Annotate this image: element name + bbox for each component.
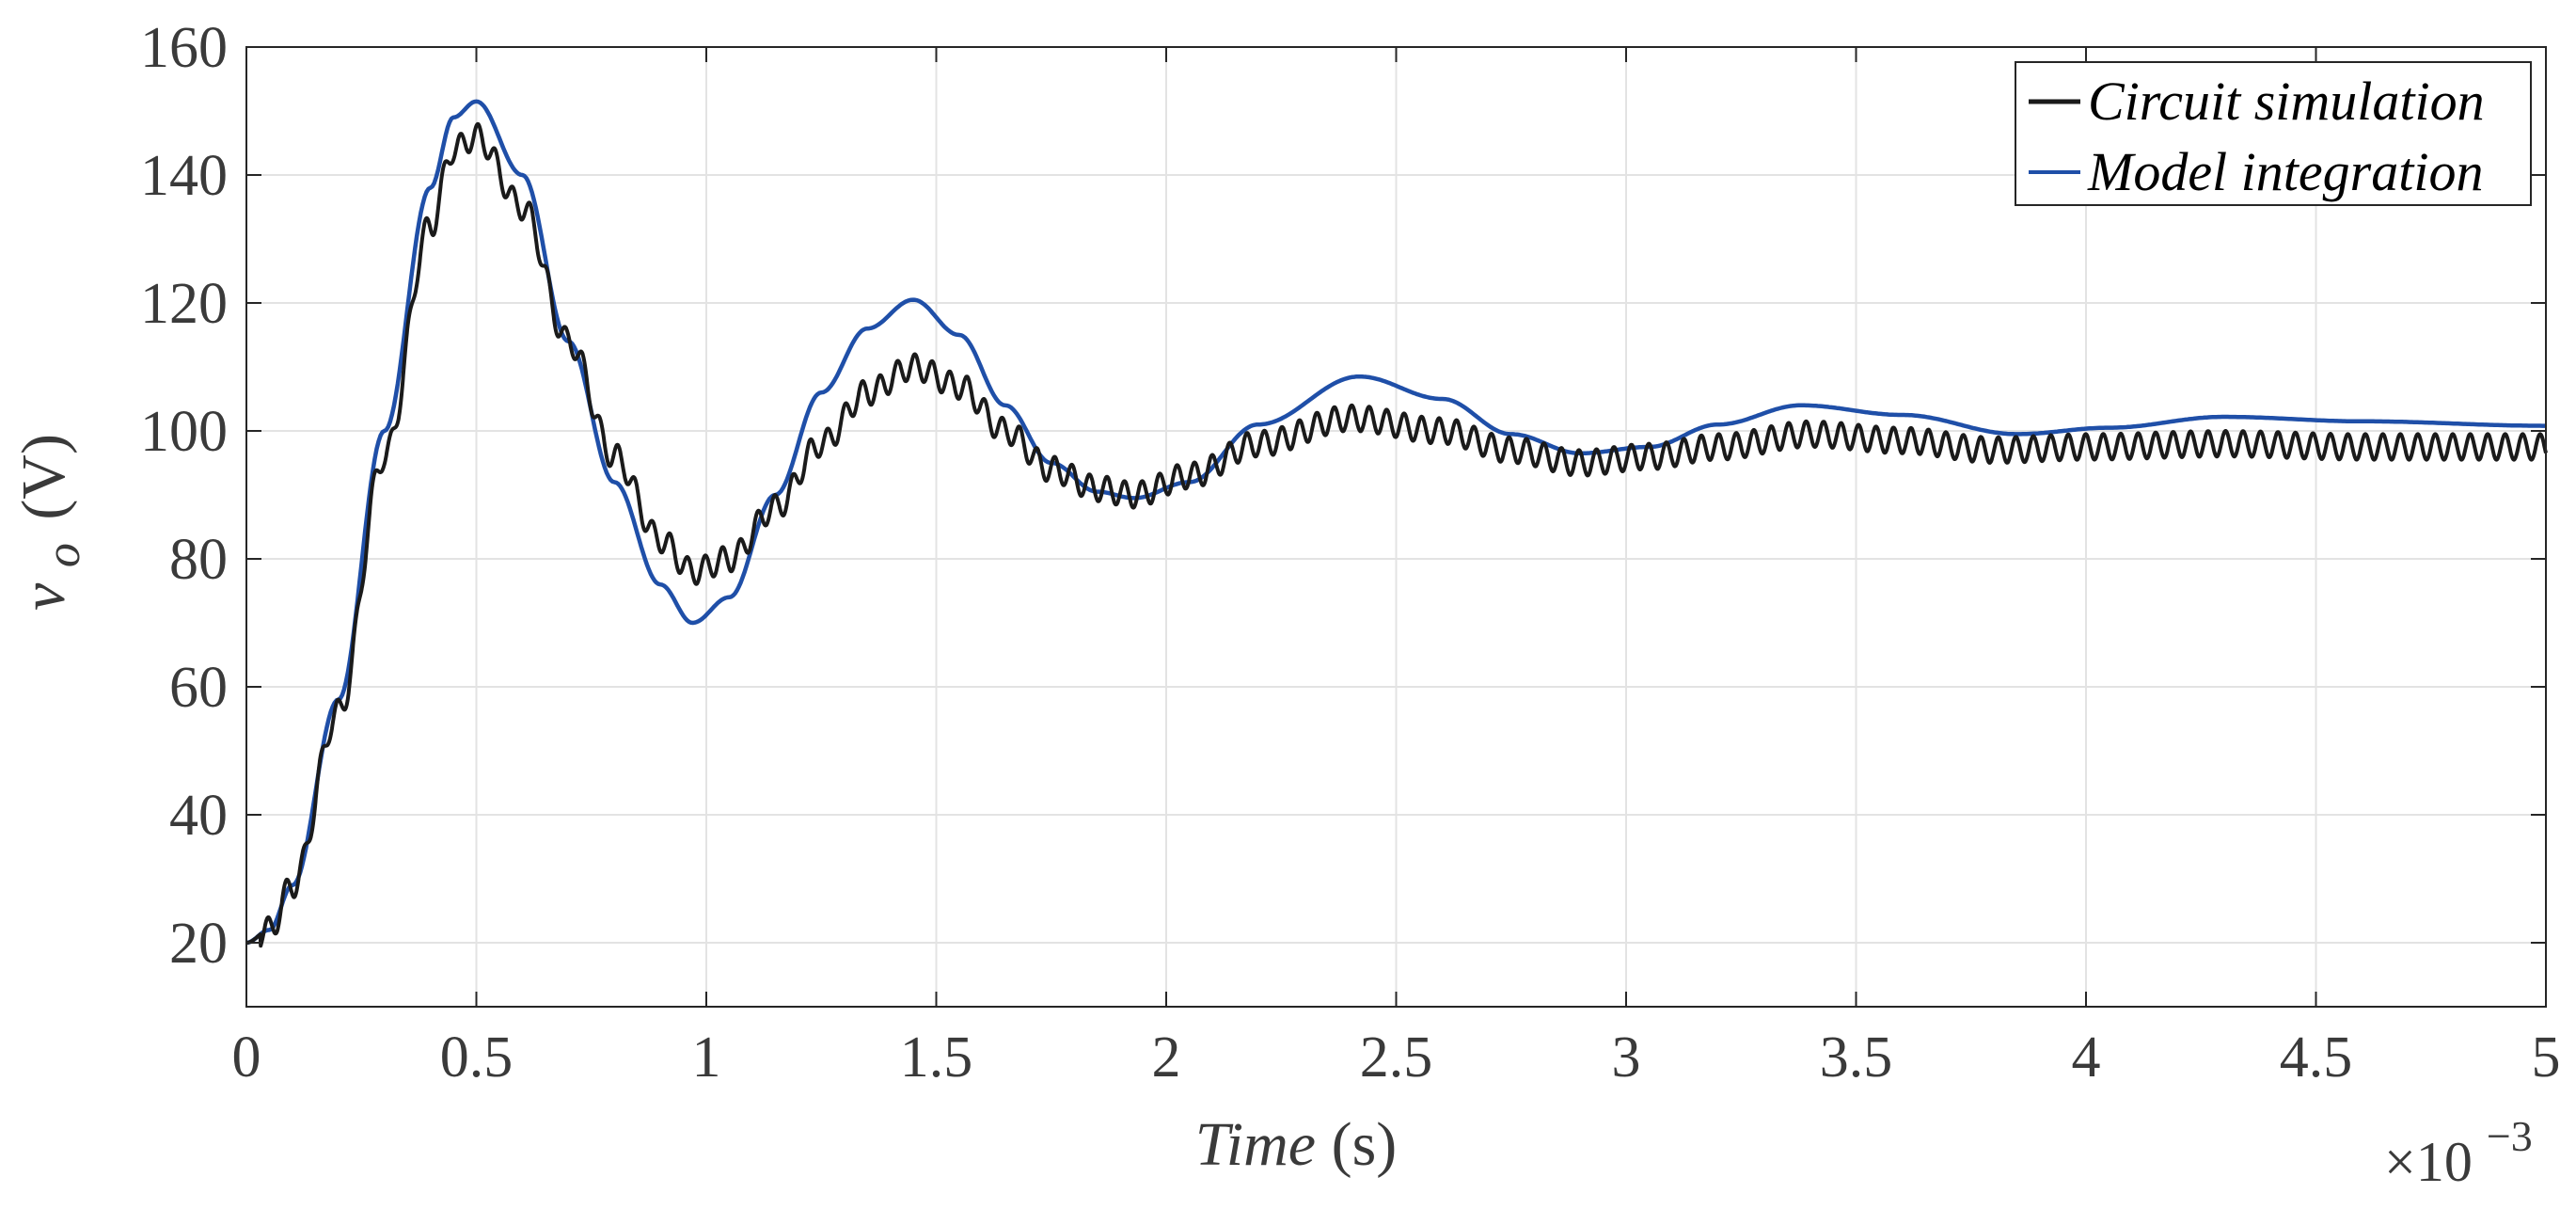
x-axis-multiplier-exponent: −3 (2487, 1112, 2533, 1160)
x-axis-label: Time (s) (1195, 1110, 1398, 1179)
x-axis-label-unit: (s) (1332, 1110, 1398, 1179)
y-axis-label: v o (V) (9, 434, 93, 611)
y-tick-label: 140 (140, 144, 228, 208)
x-axis-label-main: Time (1195, 1110, 1316, 1179)
x-tick-label: 4.5 (2280, 1026, 2353, 1090)
y-tick-label: 40 (169, 784, 228, 848)
legend-label-circuit-simulation: Circuit simulation (2088, 71, 2485, 132)
y-tick-labels: 20 40 60 80 100 120 140 160 (140, 16, 228, 976)
y-tick-label: 20 (169, 912, 228, 976)
x-axis-multiplier-base: ×10 (2384, 1131, 2473, 1193)
x-tick-labels: 0 0.5 1 1.5 2 2.5 3 3.5 4 4.5 5 (232, 1026, 2561, 1090)
y-tick-label: 60 (169, 656, 228, 720)
series-lines (245, 99, 2548, 948)
legend-box (2015, 61, 2532, 206)
y-tick-label: 80 (169, 528, 228, 592)
y-axis-label-main: v (9, 582, 78, 611)
x-tick-label: 3 (1612, 1026, 1641, 1090)
x-axis-multiplier: ×10 −3 (2384, 1112, 2533, 1193)
y-axis-label-subscript: o (37, 543, 90, 567)
x-tick-label: 2.5 (1360, 1026, 1433, 1090)
series-line-model-integration (245, 99, 2547, 946)
x-tick-label: 0 (232, 1026, 261, 1090)
x-tick-label: 2 (1152, 1026, 1181, 1090)
legend-label-model-integration: Model integration (2087, 141, 2483, 202)
y-tick-label: 160 (140, 16, 228, 80)
x-tick-label: 0.5 (440, 1026, 514, 1090)
x-tick-label: 1 (692, 1026, 721, 1090)
axis-ticks (245, 46, 2547, 1007)
x-tick-label: 4 (2072, 1026, 2101, 1090)
series-line-circuit-simulation (245, 121, 2548, 948)
y-axis-label-unit: (V) (9, 434, 78, 520)
y-tick-label: 120 (140, 272, 228, 336)
x-tick-label: 3.5 (1820, 1026, 1893, 1090)
y-tick-label: 100 (140, 400, 228, 464)
x-tick-label: 5 (2532, 1026, 2561, 1090)
x-tick-label: 1.5 (900, 1026, 973, 1090)
legend: Circuit simulation Model integration (2015, 61, 2532, 206)
